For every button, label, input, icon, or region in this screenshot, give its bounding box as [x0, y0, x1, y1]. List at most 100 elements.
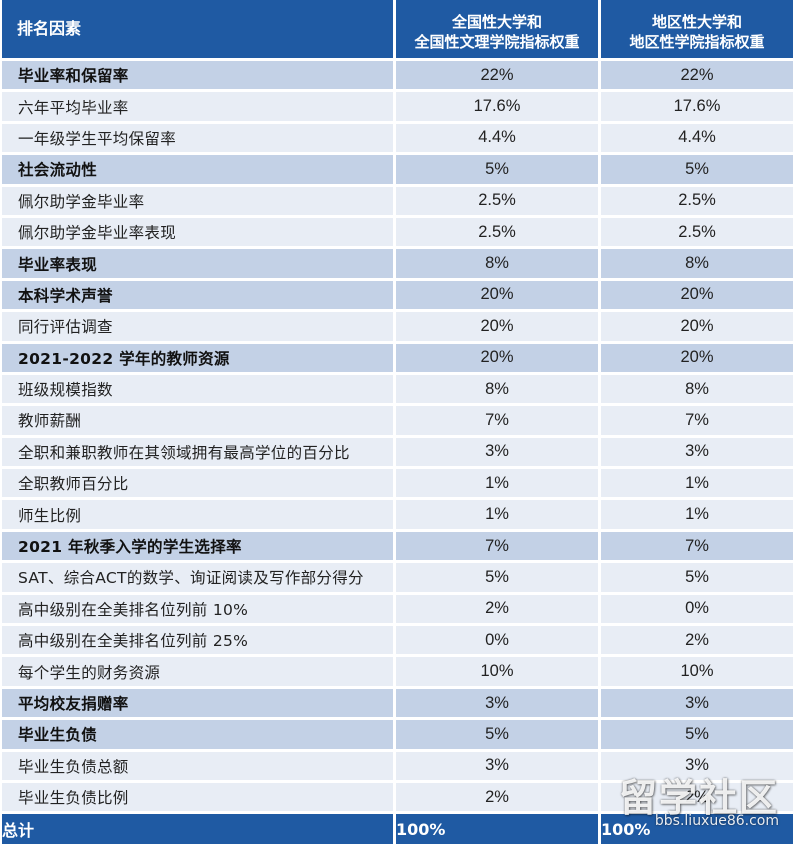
row-regional-weight: 22%: [601, 61, 793, 93]
row-national-weight: 0%: [396, 626, 601, 658]
row-regional-weight: 8%: [601, 374, 793, 407]
row-factor-label: 佩尔助学金毕业率表现: [2, 217, 396, 250]
table-row: 每个学生的财务资源 10% 10%: [2, 657, 793, 689]
table-row: 教师薪酬 7% 7%: [2, 406, 793, 438]
row-regional-weight: 3%: [601, 688, 793, 721]
row-regional-weight: 17.6%: [601, 92, 793, 124]
table-row: 师生比例 1% 1%: [2, 500, 793, 532]
row-national-weight: 7%: [396, 406, 601, 438]
row-regional-weight: 2%: [601, 626, 793, 658]
row-regional-weight: 2%: [601, 782, 793, 815]
row-factor-label: 教师薪酬: [2, 406, 396, 438]
row-regional-weight: 20%: [601, 280, 793, 313]
row-national-weight: 7%: [396, 531, 601, 564]
row-factor-label: 班级规模指数: [2, 374, 396, 407]
row-national-weight: 20%: [396, 343, 601, 375]
table-row: 毕业生负债总额 3% 3%: [2, 751, 793, 783]
total-label: 总计: [2, 814, 396, 845]
table-section-row: 毕业生负债 5% 5%: [2, 720, 793, 752]
table-row: 佩尔助学金毕业率 2.5% 2.5%: [2, 186, 793, 218]
row-factor-label: 毕业生负债: [2, 720, 396, 752]
row-factor-label: 佩尔助学金毕业率: [2, 186, 396, 218]
row-factor-label: 毕业生负债比例: [2, 782, 396, 815]
header-national-weight: 全国性大学和 全国性文理学院指标权重: [396, 0, 601, 61]
row-national-weight: 17.6%: [396, 92, 601, 124]
table-section-row: 本科学术声誉 20% 20%: [2, 280, 793, 313]
header-ranking-factor: 排名因素: [2, 0, 396, 61]
table-section-row: 毕业率和保留率 22% 22%: [2, 61, 793, 93]
row-national-weight: 1%: [396, 469, 601, 501]
row-regional-weight: 0%: [601, 594, 793, 627]
table-row: 同行评估调查 20% 20%: [2, 312, 793, 344]
table-row: 高中级别在全美排名位列前 25% 0% 2%: [2, 626, 793, 658]
row-factor-label: 每个学生的财务资源: [2, 657, 396, 689]
table-row: 全职和兼职教师在其领域拥有最高学位的百分比 3% 3%: [2, 437, 793, 470]
table-row: 佩尔助学金毕业率表现 2.5% 2.5%: [2, 217, 793, 250]
row-factor-label: 师生比例: [2, 500, 396, 532]
row-regional-weight: 3%: [601, 751, 793, 783]
row-regional-weight: 2.5%: [601, 186, 793, 218]
row-regional-weight: 8%: [601, 249, 793, 281]
row-national-weight: 3%: [396, 751, 601, 783]
row-regional-weight: 10%: [601, 657, 793, 689]
table-section-row: 平均校友捐赠率 3% 3%: [2, 688, 793, 721]
row-regional-weight: 5%: [601, 563, 793, 595]
row-national-weight: 3%: [396, 437, 601, 470]
row-factor-label: 高中级别在全美排名位列前 25%: [2, 626, 396, 658]
row-regional-weight: 1%: [601, 500, 793, 532]
row-factor-label: 一年级学生平均保留率: [2, 123, 396, 156]
table-row: SAT、综合ACT的数学、询证阅读及写作部分得分 5% 5%: [2, 563, 793, 595]
row-national-weight: 2.5%: [396, 186, 601, 218]
row-regional-weight: 1%: [601, 469, 793, 501]
table-row: 一年级学生平均保留率 4.4% 4.4%: [2, 123, 793, 156]
row-factor-label: 毕业率和保留率: [2, 61, 396, 93]
row-national-weight: 10%: [396, 657, 601, 689]
total-national: 100%: [396, 814, 601, 845]
row-factor-label: 2021 年秋季入学的学生选择率: [2, 531, 396, 564]
table-row: 毕业生负债比例 2% 2%: [2, 782, 793, 815]
header-regional-weight: 地区性大学和 地区性学院指标权重: [601, 0, 793, 61]
row-national-weight: 20%: [396, 312, 601, 344]
row-national-weight: 5%: [396, 563, 601, 595]
row-regional-weight: 7%: [601, 406, 793, 438]
row-regional-weight: 5%: [601, 720, 793, 752]
table-section-row: 2021-2022 学年的教师资源 20% 20%: [2, 343, 793, 375]
row-regional-weight: 2.5%: [601, 217, 793, 250]
row-regional-weight: 20%: [601, 312, 793, 344]
row-national-weight: 1%: [396, 500, 601, 532]
row-national-weight: 8%: [396, 249, 601, 281]
row-factor-label: 毕业生负债总额: [2, 751, 396, 783]
row-factor-label: SAT、综合ACT的数学、询证阅读及写作部分得分: [2, 563, 396, 595]
table-row: 班级规模指数 8% 8%: [2, 374, 793, 407]
table-row: 全职教师百分比 1% 1%: [2, 469, 793, 501]
row-regional-weight: 7%: [601, 531, 793, 564]
table-section-row: 毕业率表现 8% 8%: [2, 249, 793, 281]
header-national-line1: 全国性大学和: [451, 13, 542, 31]
row-factor-label: 六年平均毕业率: [2, 92, 396, 124]
table-body: 毕业率和保留率 22% 22% 六年平均毕业率 17.6% 17.6% 一年级学生平均保留率…: [2, 61, 793, 815]
row-regional-weight: 5%: [601, 155, 793, 187]
row-factor-label: 同行评估调查: [2, 312, 396, 344]
row-national-weight: 3%: [396, 688, 601, 721]
table-row: 高中级别在全美排名位列前 10% 2% 0%: [2, 594, 793, 627]
row-national-weight: 22%: [396, 61, 601, 93]
row-national-weight: 2%: [396, 594, 601, 627]
row-national-weight: 20%: [396, 280, 601, 313]
table-header-row: 排名因素 全国性大学和 全国性文理学院指标权重 地区性大学和 地区性学院指标权重: [2, 0, 793, 61]
row-factor-label: 社会流动性: [2, 155, 396, 187]
row-factor-label: 毕业率表现: [2, 249, 396, 281]
total-regional: 100%: [601, 814, 793, 845]
header-national-line2: 全国性文理学院指标权重: [414, 33, 580, 51]
table-section-row: 2021 年秋季入学的学生选择率 7% 7%: [2, 531, 793, 564]
header-regional-line2: 地区性学院指标权重: [629, 33, 765, 51]
row-factor-label: 全职教师百分比: [2, 469, 396, 501]
row-factor-label: 高中级别在全美排名位列前 10%: [2, 594, 396, 627]
row-national-weight: 5%: [396, 155, 601, 187]
header-regional-line1: 地区性大学和: [651, 13, 742, 31]
row-regional-weight: 4.4%: [601, 123, 793, 156]
row-factor-label: 2021-2022 学年的教师资源: [2, 343, 396, 375]
row-national-weight: 2%: [396, 782, 601, 815]
row-factor-label: 全职和兼职教师在其领域拥有最高学位的百分比: [2, 437, 396, 470]
